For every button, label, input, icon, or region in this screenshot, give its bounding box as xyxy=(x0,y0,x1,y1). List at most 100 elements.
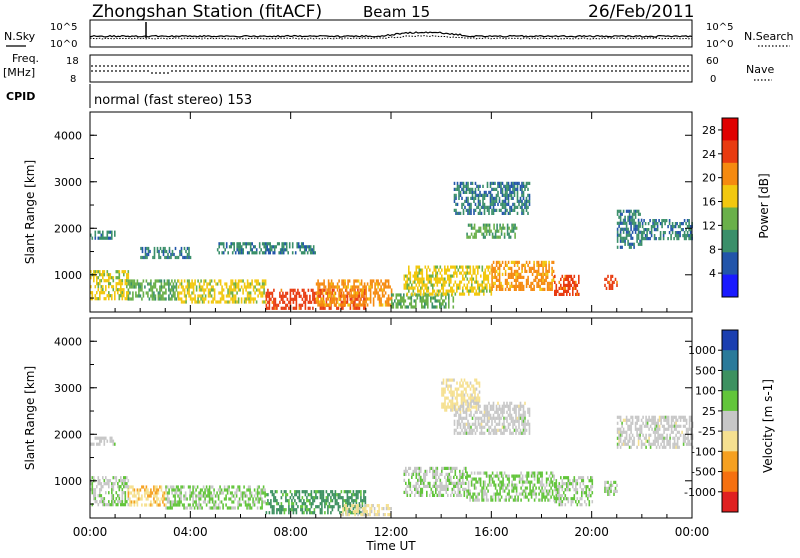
power-cell xyxy=(427,302,429,305)
power-cell xyxy=(422,278,424,281)
velocity-cell xyxy=(518,417,520,420)
velocity-cell xyxy=(204,500,206,503)
velocity-cell xyxy=(99,440,101,443)
power-cell xyxy=(478,203,480,206)
velocity-cell xyxy=(458,420,460,423)
power-cell xyxy=(155,297,157,300)
velocity-cell xyxy=(120,500,122,503)
velocity-cell xyxy=(168,488,170,491)
velocity-cell xyxy=(99,491,101,494)
velocity-cell xyxy=(471,385,473,388)
nave-point xyxy=(459,65,461,67)
velocity-cell xyxy=(534,472,536,475)
power-cell xyxy=(626,234,628,237)
power-cell xyxy=(482,269,484,272)
power-cell xyxy=(428,281,430,284)
power-cell xyxy=(627,210,629,213)
power-cell xyxy=(337,282,339,285)
velocity-cell xyxy=(495,487,497,490)
power-cell xyxy=(506,285,508,288)
power-cell xyxy=(407,284,409,287)
velocity-cell xyxy=(505,426,507,429)
power-cell xyxy=(509,191,511,194)
power-cell xyxy=(98,270,100,273)
power-cell xyxy=(268,248,270,251)
velocity-cell xyxy=(191,491,193,494)
power-cell xyxy=(104,273,106,276)
power-cell xyxy=(117,288,119,291)
velocity-cell xyxy=(294,490,296,493)
velocity-cell xyxy=(498,493,500,496)
power-cell xyxy=(496,270,498,273)
power-cell xyxy=(135,282,137,285)
freq-point xyxy=(195,70,197,72)
power-cell xyxy=(329,288,331,291)
power-cell xyxy=(466,197,468,200)
power-cell xyxy=(511,276,513,279)
power-cell xyxy=(316,282,318,285)
power-cell xyxy=(331,285,333,288)
velocity-cell xyxy=(198,503,200,506)
power-cell xyxy=(645,234,647,237)
power-cell xyxy=(679,222,681,225)
power-cell xyxy=(220,279,222,282)
power-cell xyxy=(131,282,133,285)
velocity-cell xyxy=(410,467,412,470)
velocity-cell xyxy=(281,511,283,514)
power-cell xyxy=(499,227,501,230)
velocity-cell xyxy=(450,394,452,397)
power-cell xyxy=(403,293,405,296)
velocity-cell xyxy=(447,479,449,482)
velocity-cell xyxy=(117,485,119,488)
velocity-cell xyxy=(201,494,203,497)
power-cell xyxy=(502,188,504,191)
velocity-cell xyxy=(461,405,463,408)
nave-point xyxy=(335,65,337,67)
velocity-cell xyxy=(486,472,488,475)
power-cell xyxy=(481,233,483,236)
power-cell xyxy=(500,282,502,285)
power-cell xyxy=(511,185,513,188)
velocity-cell xyxy=(429,470,431,473)
velocity-cell xyxy=(493,414,495,417)
power-cell xyxy=(477,269,479,272)
power-cell xyxy=(322,291,324,294)
nave-point xyxy=(611,65,613,67)
freq-point xyxy=(515,70,517,72)
power-cell xyxy=(265,245,267,248)
power-cell xyxy=(322,282,324,285)
nave-point xyxy=(127,65,129,67)
power-cell xyxy=(505,279,507,282)
velocity-cell xyxy=(237,503,239,506)
power-cell xyxy=(670,234,672,237)
power-cell xyxy=(461,281,463,284)
power-cell xyxy=(254,297,256,300)
velocity-cell xyxy=(363,510,365,513)
power-cell xyxy=(541,282,543,285)
power-cell xyxy=(635,231,637,234)
velocity-cell xyxy=(520,417,522,420)
power-cell xyxy=(664,222,666,225)
velocity-cell xyxy=(470,405,472,408)
velocity-cell xyxy=(479,426,481,429)
power-cell xyxy=(158,250,160,253)
power-cell xyxy=(170,253,172,256)
power-cell xyxy=(208,282,210,285)
power-cell xyxy=(388,282,390,285)
velocity-cell xyxy=(481,423,483,426)
velocity-cell xyxy=(107,482,109,485)
power-cell xyxy=(230,282,232,285)
velocity-cell xyxy=(108,485,110,488)
velocity-cell xyxy=(508,423,510,426)
velocity-cell xyxy=(407,485,409,488)
velocity-cell xyxy=(443,403,445,406)
power-cell xyxy=(455,188,457,191)
power-cell xyxy=(190,282,192,285)
velocity-cell xyxy=(483,490,485,493)
power-cell xyxy=(518,203,520,206)
velocity-cell xyxy=(357,513,359,516)
nave-point xyxy=(143,65,145,67)
velocity-cell xyxy=(514,411,516,414)
power-cell xyxy=(489,266,491,269)
velocity-cell xyxy=(114,476,116,479)
